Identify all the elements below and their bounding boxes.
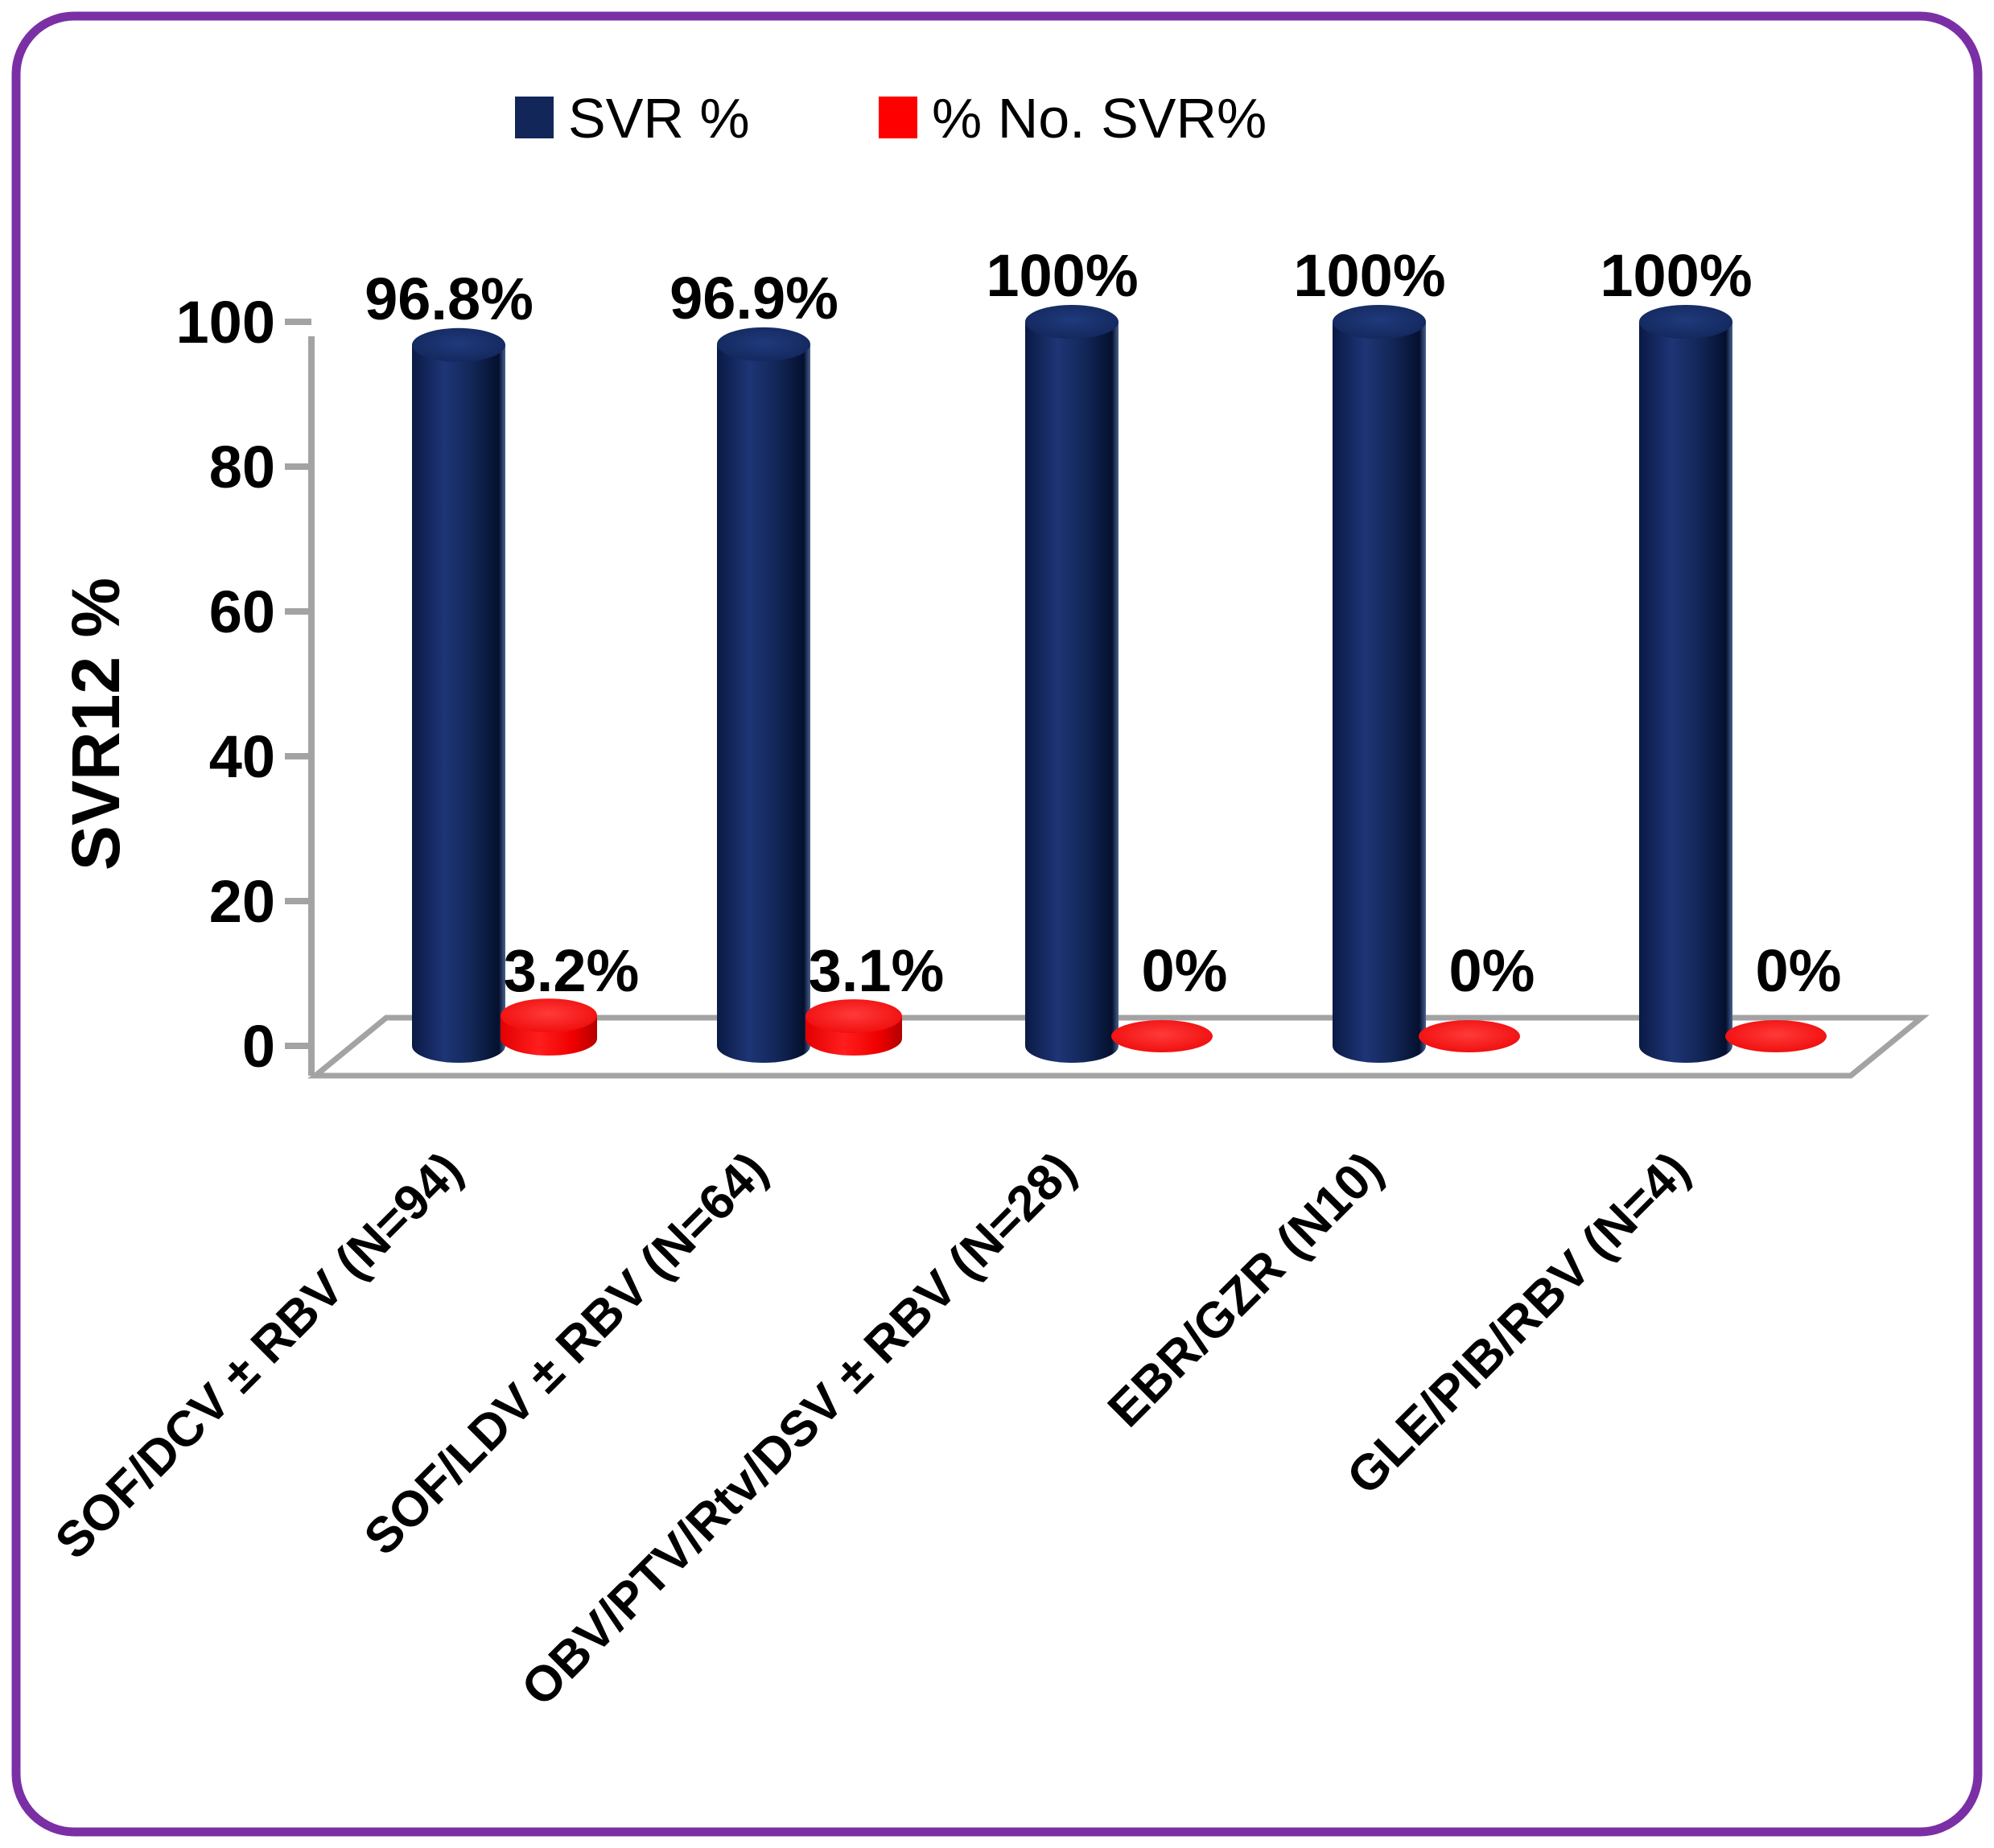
svr-cylinder-top xyxy=(717,327,810,361)
y-tick-label: 0 xyxy=(242,1013,275,1080)
legend-swatch-svr xyxy=(515,97,554,138)
no-svr-value-label: 3.1% xyxy=(809,937,945,1004)
y-tick-label: 100 xyxy=(176,289,275,356)
svr-value-label: 100% xyxy=(1293,242,1445,309)
no-svr-value-label: 0% xyxy=(1142,937,1228,1004)
no-svr-value-label: 0% xyxy=(1756,937,1842,1004)
no-svr-disc xyxy=(1419,1020,1520,1052)
chart-border-frame xyxy=(11,11,1983,1837)
svr-cylinder-top xyxy=(1025,305,1119,339)
no-svr-cylinder-top xyxy=(501,998,597,1033)
svr-value-label: 96.8% xyxy=(365,265,534,332)
svr-cylinder-top xyxy=(1333,305,1426,339)
y-tick-label: 60 xyxy=(209,578,275,645)
svr-value-label: 100% xyxy=(1600,242,1752,309)
svr-cylinder-body xyxy=(1333,322,1426,1063)
svr-cylinder-top xyxy=(1639,305,1732,339)
svr-cylinder-body xyxy=(1639,322,1732,1063)
svr-value-label: 100% xyxy=(986,242,1138,309)
svr-cylinder-body xyxy=(412,344,505,1063)
legend-label-svr: SVR % xyxy=(568,87,750,150)
svr-cylinder-body xyxy=(717,344,810,1063)
no-svr-value-label: 0% xyxy=(1449,937,1535,1004)
y-axis-title: SVR12 % xyxy=(58,578,134,870)
legend-swatch-no-svr xyxy=(879,97,917,138)
legend-label-no-svr: % No. SVR% xyxy=(932,87,1267,150)
svr-cylinder-body xyxy=(1025,322,1119,1063)
y-tick-label: 40 xyxy=(209,723,275,790)
legend: SVR % % No. SVR% xyxy=(515,87,1267,150)
y-tick-label: 20 xyxy=(209,868,275,935)
no-svr-cylinder-top xyxy=(805,999,902,1034)
svr-value-label: 96.9% xyxy=(669,265,838,331)
no-svr-value-label: 3.2% xyxy=(504,937,640,1004)
no-svr-disc xyxy=(1725,1020,1827,1052)
svr-cylinder-top xyxy=(412,327,505,362)
y-tick-label: 80 xyxy=(209,434,275,500)
no-svr-disc xyxy=(1111,1020,1213,1052)
